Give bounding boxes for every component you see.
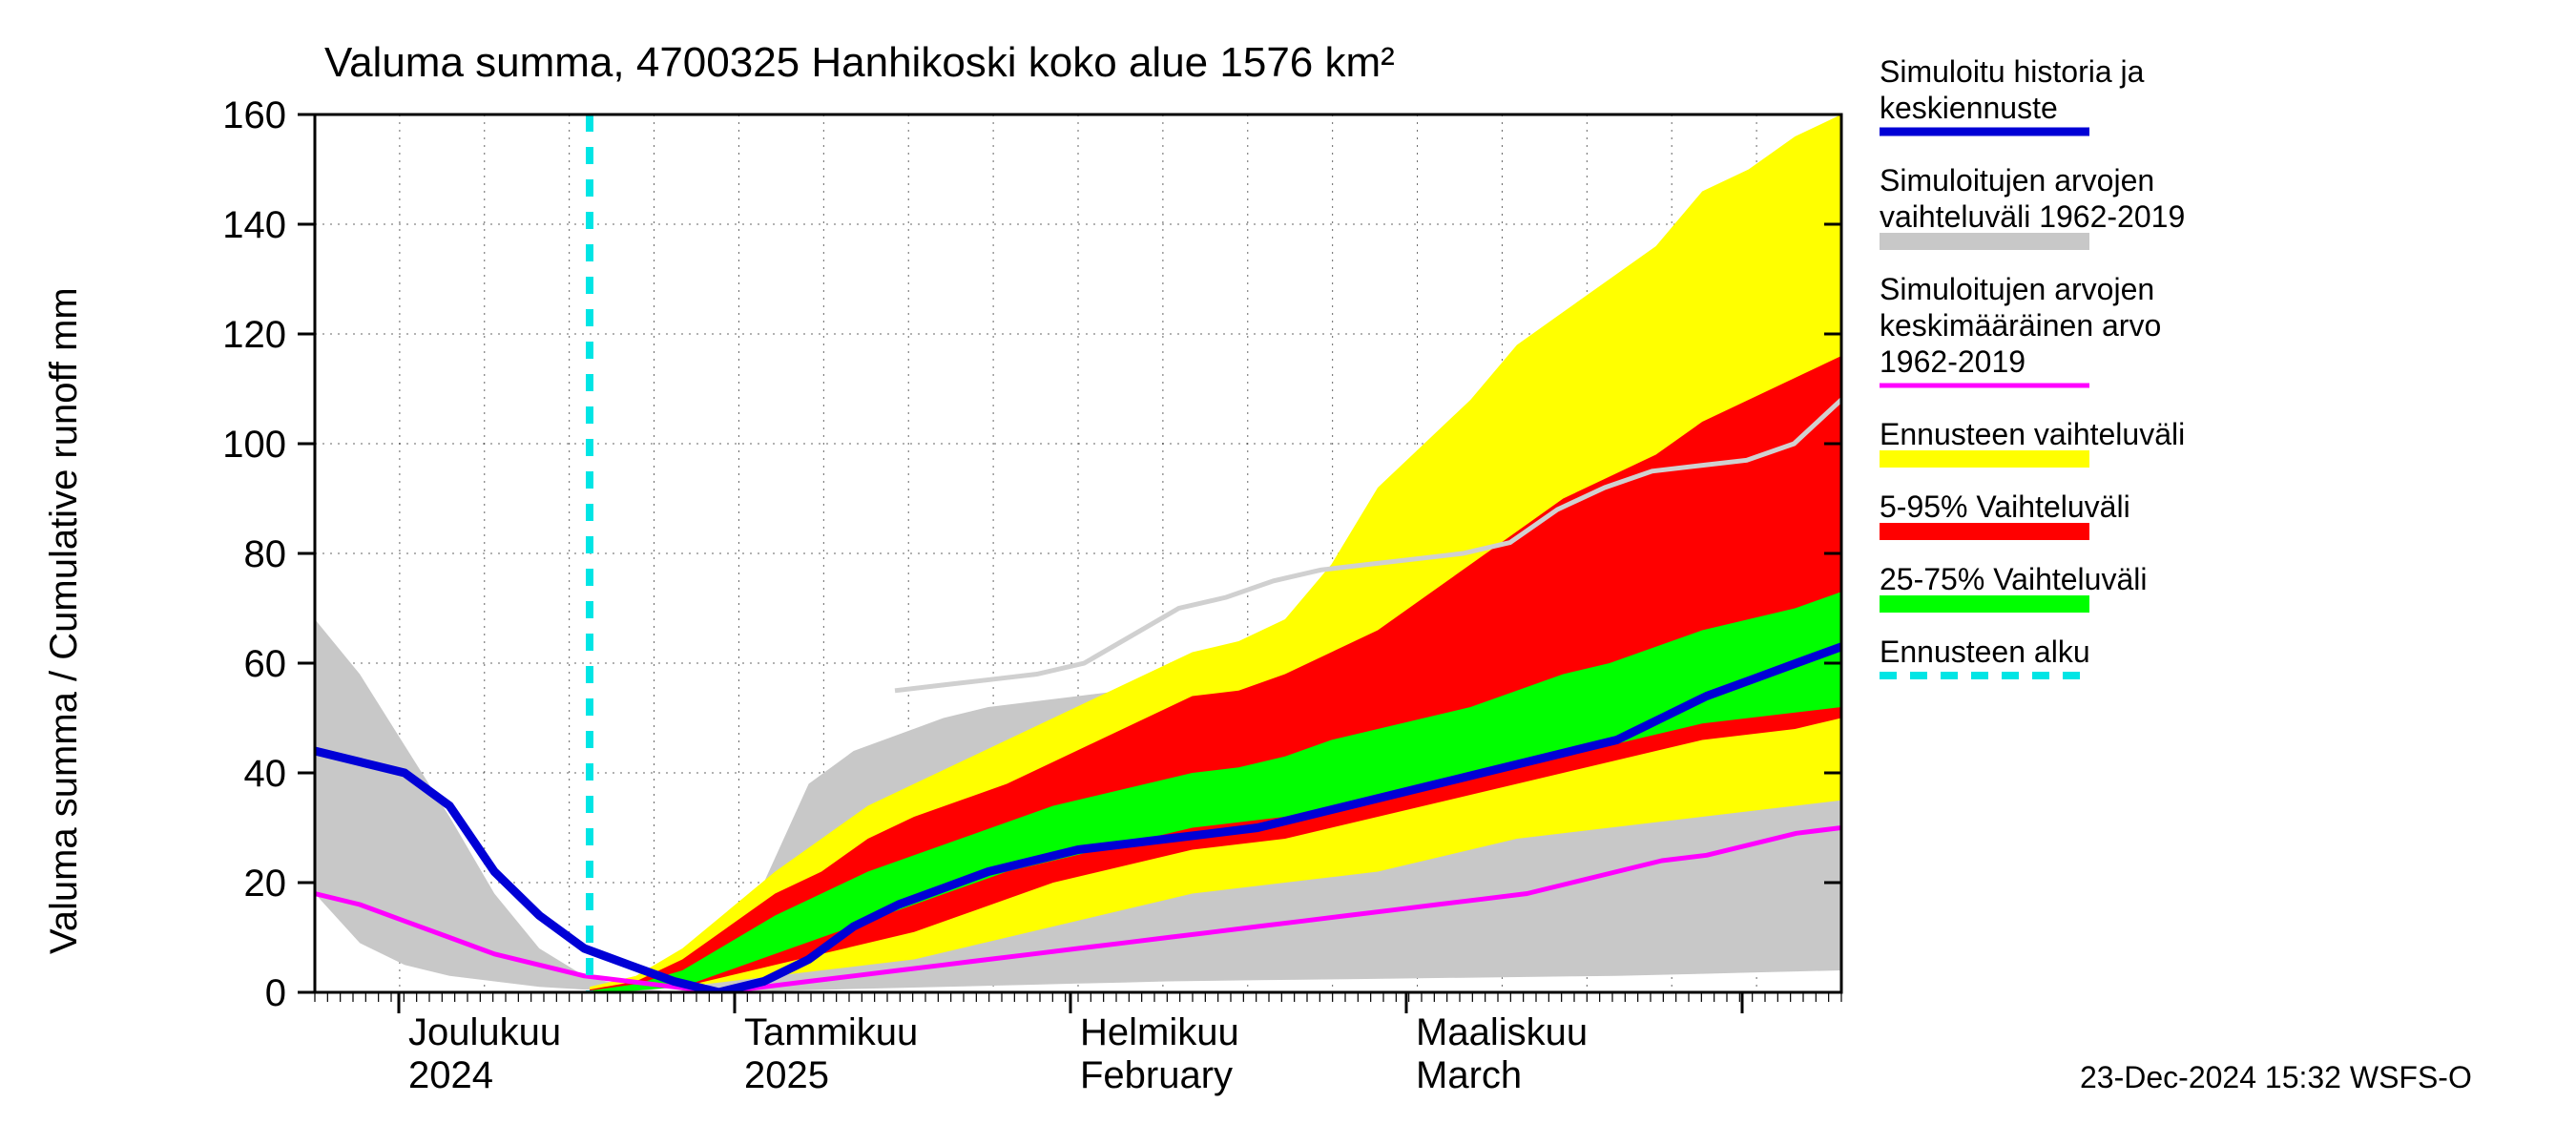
y-tick-label: 0 — [265, 972, 286, 1014]
y-tick-label: 40 — [244, 753, 287, 795]
y-tick-label: 60 — [244, 643, 287, 685]
footer-timestamp: 23-Dec-2024 15:32 WSFS-O — [2080, 1060, 2472, 1094]
legend-label: 25-75% Vaihteluväli — [1880, 562, 2147, 596]
chart-title: Valuma summa, 4700325 Hanhikoski koko al… — [324, 39, 1395, 86]
legend-label: Simuloitujen arvojen — [1880, 272, 2154, 306]
legend-label: Simuloitujen arvojen — [1880, 163, 2154, 198]
x-month-sublabel: March — [1416, 1054, 1522, 1096]
y-tick-label: 100 — [222, 424, 286, 466]
x-month-sublabel: 2024 — [408, 1054, 493, 1096]
x-month-sublabel: 2025 — [744, 1054, 829, 1096]
legend-label: Ennusteen vaihteluväli — [1880, 417, 2185, 451]
x-month-label: Helmikuu — [1080, 1011, 1239, 1053]
runoff-chart: Valuma summa, 4700325 Hanhikoski koko al… — [0, 0, 2576, 1145]
legend-label: keskiennuste — [1880, 91, 2058, 125]
x-month-label: Tammikuu — [744, 1011, 918, 1053]
legend-label: Simuloitu historia ja — [1880, 54, 2145, 89]
legend-label: 1962-2019 — [1880, 344, 2025, 379]
y-tick-label: 120 — [222, 314, 286, 356]
legend-swatch — [1880, 450, 2089, 468]
y-tick-label: 20 — [244, 863, 287, 905]
legend-label: keskimääräinen arvo — [1880, 308, 2161, 343]
legend-label: 5-95% Vaihteluväli — [1880, 489, 2130, 524]
legend-label: Ennusteen alku — [1880, 635, 2090, 669]
x-month-label: Joulukuu — [408, 1011, 561, 1053]
legend-label: vaihteluväli 1962-2019 — [1880, 199, 2185, 234]
y-tick-label: 80 — [244, 533, 287, 575]
legend-swatch — [1880, 595, 2089, 613]
y-axis-label: Valuma summa / Cumulative runoff mm — [43, 287, 85, 954]
x-month-label: Maaliskuu — [1416, 1011, 1588, 1053]
x-month-sublabel: February — [1080, 1054, 1233, 1096]
legend-swatch — [1880, 233, 2089, 250]
y-tick-label: 140 — [222, 204, 286, 246]
legend-swatch — [1880, 523, 2089, 540]
y-tick-label: 160 — [222, 94, 286, 136]
